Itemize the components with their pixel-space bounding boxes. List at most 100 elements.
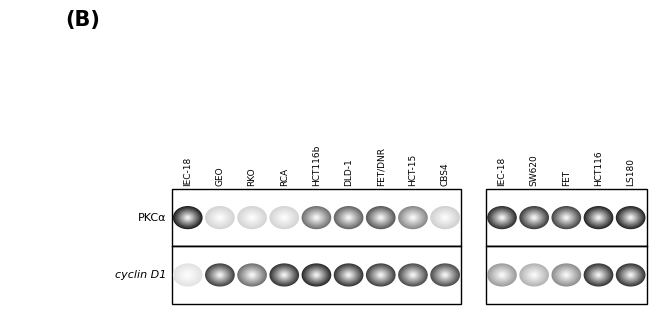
Ellipse shape (341, 211, 357, 224)
Ellipse shape (562, 214, 571, 221)
Ellipse shape (239, 265, 265, 285)
Ellipse shape (623, 211, 639, 224)
Ellipse shape (494, 269, 510, 281)
Ellipse shape (241, 209, 263, 226)
Ellipse shape (343, 270, 354, 279)
Ellipse shape (314, 273, 318, 277)
Ellipse shape (174, 264, 202, 286)
Ellipse shape (491, 209, 513, 226)
Ellipse shape (174, 207, 202, 228)
Bar (172, 189, 462, 246)
Ellipse shape (493, 210, 512, 225)
Ellipse shape (239, 208, 265, 228)
Ellipse shape (407, 270, 419, 279)
Ellipse shape (558, 269, 575, 281)
Ellipse shape (495, 269, 509, 280)
Ellipse shape (497, 214, 507, 221)
Ellipse shape (559, 269, 573, 280)
Ellipse shape (565, 274, 567, 276)
Ellipse shape (280, 271, 289, 278)
Ellipse shape (179, 269, 196, 281)
Ellipse shape (206, 264, 234, 286)
Ellipse shape (597, 274, 600, 276)
Ellipse shape (312, 214, 321, 221)
Ellipse shape (521, 208, 547, 228)
Ellipse shape (278, 270, 290, 279)
Ellipse shape (376, 271, 385, 278)
Ellipse shape (375, 270, 387, 279)
Ellipse shape (556, 267, 577, 283)
Ellipse shape (587, 266, 610, 284)
Ellipse shape (281, 272, 288, 278)
Ellipse shape (526, 211, 542, 224)
Text: FET: FET (562, 170, 571, 186)
Ellipse shape (488, 207, 516, 228)
Ellipse shape (411, 274, 414, 276)
Ellipse shape (369, 266, 393, 284)
Ellipse shape (554, 209, 578, 227)
Ellipse shape (500, 274, 503, 276)
Ellipse shape (246, 213, 258, 222)
Ellipse shape (493, 268, 512, 282)
Ellipse shape (380, 217, 382, 219)
Ellipse shape (367, 264, 395, 286)
Ellipse shape (554, 266, 578, 284)
Text: cyclin D1: cyclin D1 (115, 270, 166, 280)
Ellipse shape (177, 209, 198, 226)
Ellipse shape (523, 266, 546, 284)
Ellipse shape (347, 274, 350, 276)
Ellipse shape (306, 209, 327, 226)
Ellipse shape (495, 212, 509, 223)
Ellipse shape (187, 274, 189, 276)
Ellipse shape (377, 272, 384, 278)
Ellipse shape (405, 211, 421, 224)
Ellipse shape (408, 214, 418, 221)
Ellipse shape (589, 210, 608, 225)
Ellipse shape (367, 207, 395, 228)
Ellipse shape (272, 266, 296, 284)
Ellipse shape (402, 267, 424, 283)
Ellipse shape (376, 214, 385, 221)
Ellipse shape (306, 267, 327, 283)
Ellipse shape (533, 217, 536, 219)
Ellipse shape (400, 208, 426, 228)
Ellipse shape (443, 216, 447, 219)
Ellipse shape (553, 265, 579, 285)
Text: PKCα: PKCα (138, 213, 166, 223)
Ellipse shape (557, 268, 576, 282)
Ellipse shape (527, 212, 541, 223)
Ellipse shape (378, 273, 383, 277)
Ellipse shape (533, 274, 536, 276)
Ellipse shape (270, 207, 298, 228)
Ellipse shape (214, 270, 226, 279)
Ellipse shape (618, 265, 644, 285)
Ellipse shape (182, 270, 194, 279)
Ellipse shape (308, 211, 325, 224)
Ellipse shape (218, 216, 222, 219)
Ellipse shape (399, 264, 427, 286)
Ellipse shape (184, 215, 191, 220)
Ellipse shape (434, 266, 457, 284)
Ellipse shape (400, 265, 426, 285)
Ellipse shape (283, 274, 285, 276)
Ellipse shape (411, 216, 415, 219)
Ellipse shape (431, 264, 460, 286)
Ellipse shape (312, 271, 321, 278)
Ellipse shape (560, 270, 572, 279)
Ellipse shape (629, 217, 632, 219)
Ellipse shape (592, 269, 606, 280)
Text: LS180: LS180 (626, 158, 635, 186)
Ellipse shape (368, 265, 394, 285)
Ellipse shape (528, 270, 540, 279)
Text: IEC-18: IEC-18 (183, 157, 192, 186)
Ellipse shape (344, 214, 354, 221)
Ellipse shape (372, 269, 389, 281)
Ellipse shape (250, 216, 254, 219)
Text: RCA: RCA (280, 168, 289, 186)
Ellipse shape (175, 265, 201, 285)
Ellipse shape (313, 215, 320, 220)
Ellipse shape (343, 213, 354, 222)
Text: GEO: GEO (215, 167, 224, 186)
Ellipse shape (215, 271, 225, 278)
Ellipse shape (439, 213, 451, 222)
